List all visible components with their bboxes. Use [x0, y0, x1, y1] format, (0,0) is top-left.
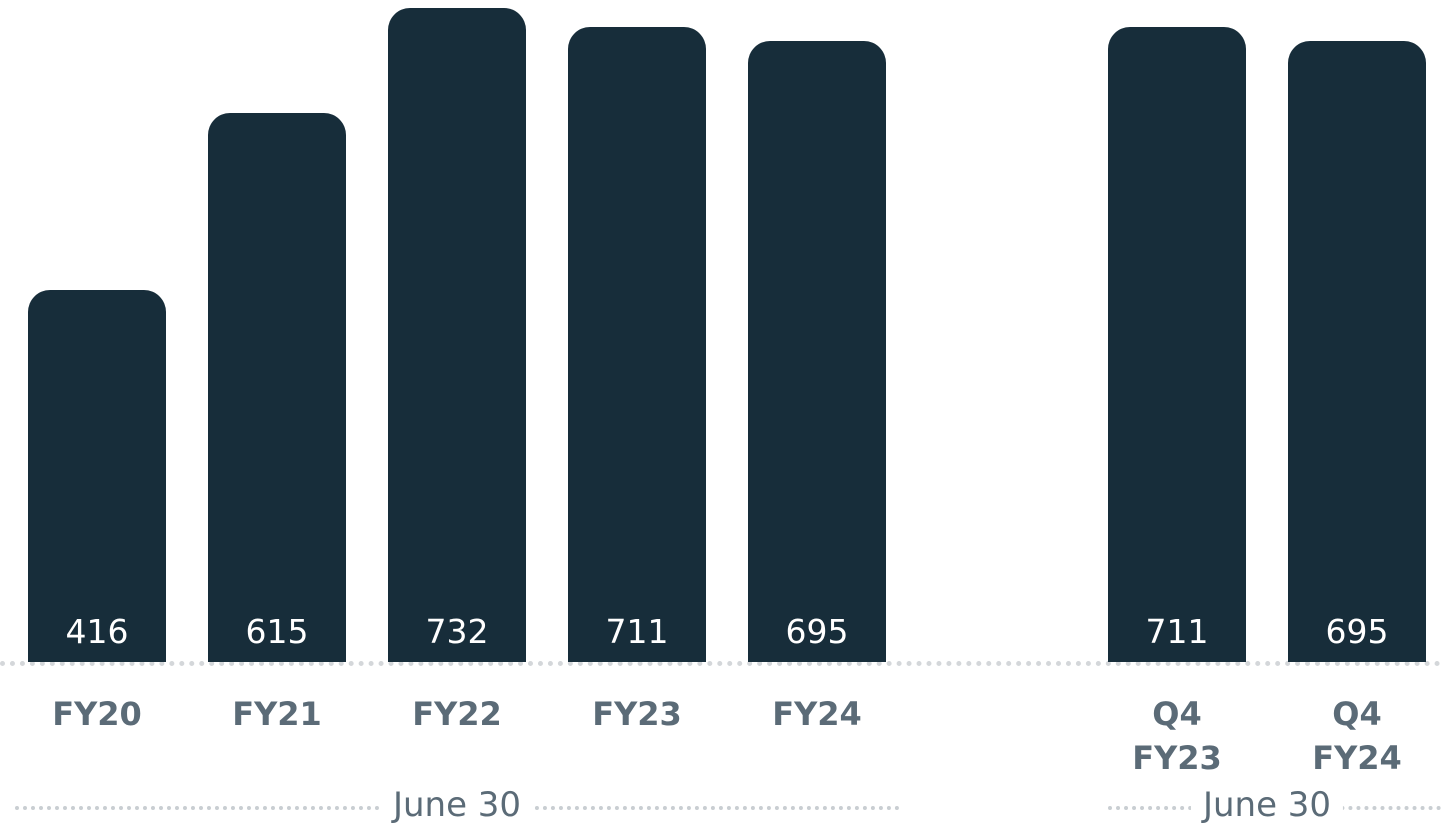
- category-label: FY20: [52, 695, 142, 733]
- category-label: FY21: [232, 695, 322, 733]
- value-label: 711: [605, 612, 669, 651]
- value-label: 711: [1145, 612, 1209, 651]
- value-label: 695: [1325, 612, 1389, 651]
- bar: [388, 8, 526, 662]
- category-label: FY24: [772, 695, 862, 733]
- baseline: [0, 661, 1441, 666]
- bar: [1108, 26, 1246, 662]
- bar: [208, 112, 346, 662]
- group-label: June 30: [1190, 785, 1344, 825]
- category-label: Q4 FY23: [1132, 695, 1222, 777]
- group-label: June 30: [380, 785, 534, 825]
- bar: [28, 290, 166, 662]
- category-label: Q4 FY24: [1312, 695, 1402, 777]
- category-label: FY22: [412, 695, 502, 733]
- value-label: 615: [245, 612, 309, 651]
- category-label: FY23: [592, 695, 682, 733]
- bar: [568, 26, 706, 662]
- value-label: 695: [785, 612, 849, 651]
- bar: [748, 41, 886, 662]
- value-label: 732: [425, 612, 489, 651]
- bar: [1288, 41, 1426, 662]
- value-label: 416: [65, 612, 129, 651]
